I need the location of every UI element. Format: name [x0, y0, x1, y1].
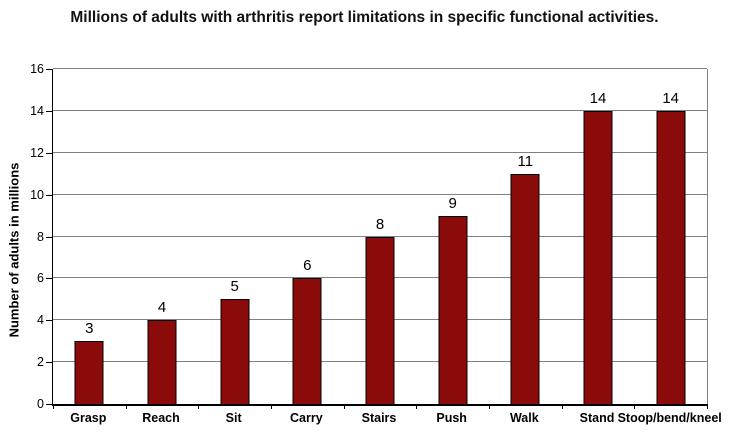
x-category-label: Stairs — [361, 411, 397, 425]
y-tick — [46, 404, 52, 405]
x-axis-labels: Grasp Reach Sit Carry Stairs Push Walk Stand Sto… — [52, 411, 721, 429]
y-tick-label: 16 — [30, 62, 44, 76]
bar-walk — [510, 173, 540, 404]
y-tick — [46, 69, 52, 70]
y-tick-label: 4 — [37, 313, 44, 328]
bar-value-label: 6 — [303, 257, 312, 275]
bar-stairs — [365, 236, 395, 404]
x-tick — [198, 404, 200, 409]
x-category-label: Stand — [579, 411, 615, 425]
x-category-label: Reach — [142, 411, 180, 425]
x-tick — [271, 404, 272, 409]
bar-value-label: 8 — [375, 215, 385, 233]
x-tick — [561, 404, 563, 409]
gridline-y-16 — [53, 68, 707, 69]
y-tick — [46, 194, 52, 196]
x-tick — [343, 404, 345, 409]
y-tick — [46, 278, 52, 280]
x-category-label: Sit — [225, 411, 242, 425]
plot-area: 3 4 5 6 8 9 11 14 14 — [52, 68, 708, 409]
bar-push — [438, 215, 468, 404]
gridline-y-10 — [53, 193, 707, 195]
y-tick-label: 6 — [37, 271, 44, 286]
x-tick — [489, 404, 490, 409]
x-category-label: Stoop/bend/kneel — [617, 411, 722, 425]
bar-sit — [220, 299, 250, 404]
x-category-label: Carry — [289, 411, 323, 425]
bar-stoop-bend-kneel — [656, 110, 686, 404]
bar-value-label: 4 — [157, 299, 167, 317]
y-tick-label: 8 — [37, 229, 44, 244]
y-tick-label: 12 — [30, 145, 44, 160]
gridline-y-12 — [53, 151, 707, 153]
bar-reach — [147, 320, 177, 404]
bar-value-label: 5 — [230, 278, 239, 296]
y-tick — [46, 362, 52, 364]
bar-value-label: 9 — [448, 194, 457, 212]
x-tick — [416, 404, 418, 409]
bar-value-label: 14 — [589, 89, 607, 107]
gridline-y-14 — [53, 109, 707, 111]
y-tick-label: 0 — [37, 397, 44, 411]
x-tick — [634, 404, 636, 409]
y-tick — [46, 236, 52, 238]
x-category-label: Push — [436, 411, 467, 425]
y-tick — [46, 320, 52, 322]
bar-value-label: 3 — [85, 320, 94, 338]
y-tick-label: 10 — [30, 187, 44, 202]
x-tick — [707, 404, 708, 409]
bar-value-label: 14 — [662, 89, 679, 107]
y-tick — [46, 152, 52, 154]
x-tick — [125, 404, 127, 409]
y-tick-label: 14 — [30, 103, 44, 118]
chart-title: Millions of adults with arthritis report… — [70, 9, 659, 26]
bar-stand — [583, 110, 613, 404]
x-tick — [53, 404, 54, 409]
bar-grasp — [74, 341, 104, 404]
y-tick-label: 2 — [37, 355, 44, 370]
bar-carry — [292, 278, 322, 404]
y-tick — [46, 110, 52, 112]
x-category-label: Grasp — [70, 411, 107, 425]
bar-value-label: 11 — [517, 152, 534, 170]
gridline-y-8 — [53, 235, 707, 237]
x-category-label: Walk — [509, 411, 539, 425]
